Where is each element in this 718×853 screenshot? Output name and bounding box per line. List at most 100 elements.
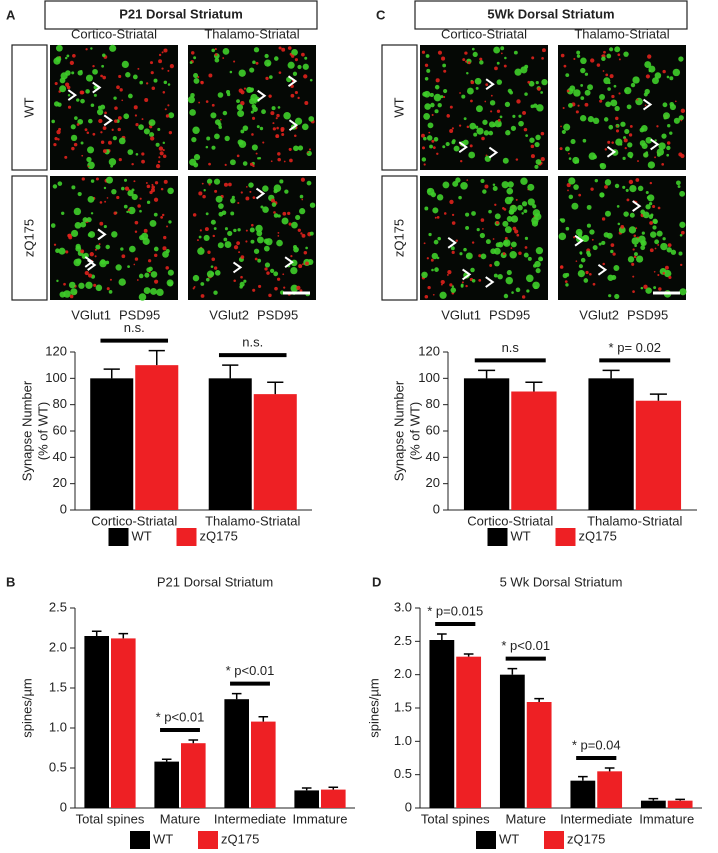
puncta [654, 239, 660, 245]
puncta [143, 128, 150, 135]
puncta [425, 54, 430, 58]
puncta [53, 142, 57, 147]
puncta [424, 295, 429, 299]
puncta [60, 72, 68, 80]
puncta [121, 99, 124, 102]
puncta [304, 56, 308, 60]
puncta [133, 263, 136, 266]
puncta [530, 154, 535, 159]
arrowhead [574, 234, 584, 247]
puncta [240, 101, 245, 106]
puncta [251, 223, 254, 227]
puncta [58, 247, 66, 255]
puncta [291, 221, 298, 229]
puncta [450, 246, 455, 251]
puncta [265, 76, 269, 81]
puncta [61, 211, 65, 215]
puncta [428, 131, 431, 134]
puncta [577, 104, 580, 107]
puncta [71, 146, 75, 151]
puncta [296, 285, 301, 290]
legend-label: zQ175 [200, 528, 238, 543]
bar [224, 699, 249, 808]
puncta [82, 217, 88, 223]
puncta [99, 201, 103, 204]
puncta [483, 130, 490, 136]
puncta [74, 116, 78, 120]
puncta [662, 237, 666, 241]
puncta [168, 131, 173, 135]
column-header: Thalamo-Striatal [574, 26, 669, 41]
puncta [463, 247, 467, 252]
puncta [56, 279, 59, 283]
puncta [465, 252, 473, 260]
puncta [277, 214, 281, 218]
puncta [427, 122, 434, 129]
error-bar [478, 369, 496, 379]
puncta [453, 145, 460, 152]
puncta [584, 72, 589, 76]
puncta [540, 131, 545, 136]
puncta [160, 215, 164, 219]
puncta [200, 80, 204, 85]
puncta [459, 252, 463, 256]
puncta [604, 210, 611, 217]
puncta [214, 57, 220, 63]
puncta [54, 137, 58, 141]
puncta [129, 245, 136, 253]
puncta [293, 245, 298, 250]
puncta [287, 46, 292, 50]
puncta [591, 238, 594, 241]
puncta [163, 235, 167, 240]
puncta [592, 117, 600, 125]
error-bar [648, 797, 659, 801]
y-tick-label: 20 [53, 475, 67, 490]
puncta [586, 204, 592, 210]
puncta [153, 78, 158, 83]
y-axis-label: spines/µm [19, 678, 34, 738]
puncta [198, 191, 203, 196]
puncta [302, 263, 304, 266]
y-tick-label: 120 [45, 343, 67, 358]
bar [640, 800, 666, 808]
puncta [189, 109, 196, 116]
row-label: zQ175 [21, 219, 36, 257]
puncta [601, 217, 606, 221]
puncta [526, 289, 530, 293]
puncta [498, 123, 502, 127]
puncta [121, 186, 125, 191]
puncta [564, 280, 568, 283]
puncta [535, 159, 542, 165]
puncta [424, 63, 429, 67]
legend-label: zQ175 [221, 831, 259, 846]
stain-label: PSD95 [257, 307, 298, 322]
puncta [494, 203, 497, 206]
puncta [653, 270, 656, 273]
puncta [106, 287, 110, 291]
puncta [500, 52, 503, 55]
puncta [610, 249, 614, 254]
puncta [166, 279, 174, 287]
puncta [530, 144, 535, 149]
puncta [650, 231, 657, 238]
puncta [263, 238, 270, 244]
puncta [470, 267, 475, 273]
puncta [466, 71, 469, 75]
puncta [652, 225, 657, 230]
puncta [430, 102, 435, 108]
puncta [292, 71, 298, 76]
puncta [150, 271, 158, 278]
puncta [279, 179, 284, 184]
puncta [118, 74, 122, 79]
puncta [518, 114, 522, 118]
puncta [666, 141, 671, 145]
puncta [204, 227, 209, 232]
puncta [210, 272, 215, 276]
puncta [274, 286, 278, 291]
puncta [127, 265, 130, 269]
puncta [461, 94, 466, 99]
puncta [634, 244, 637, 248]
puncta [127, 190, 134, 197]
puncta [236, 99, 240, 104]
puncta [510, 247, 513, 250]
